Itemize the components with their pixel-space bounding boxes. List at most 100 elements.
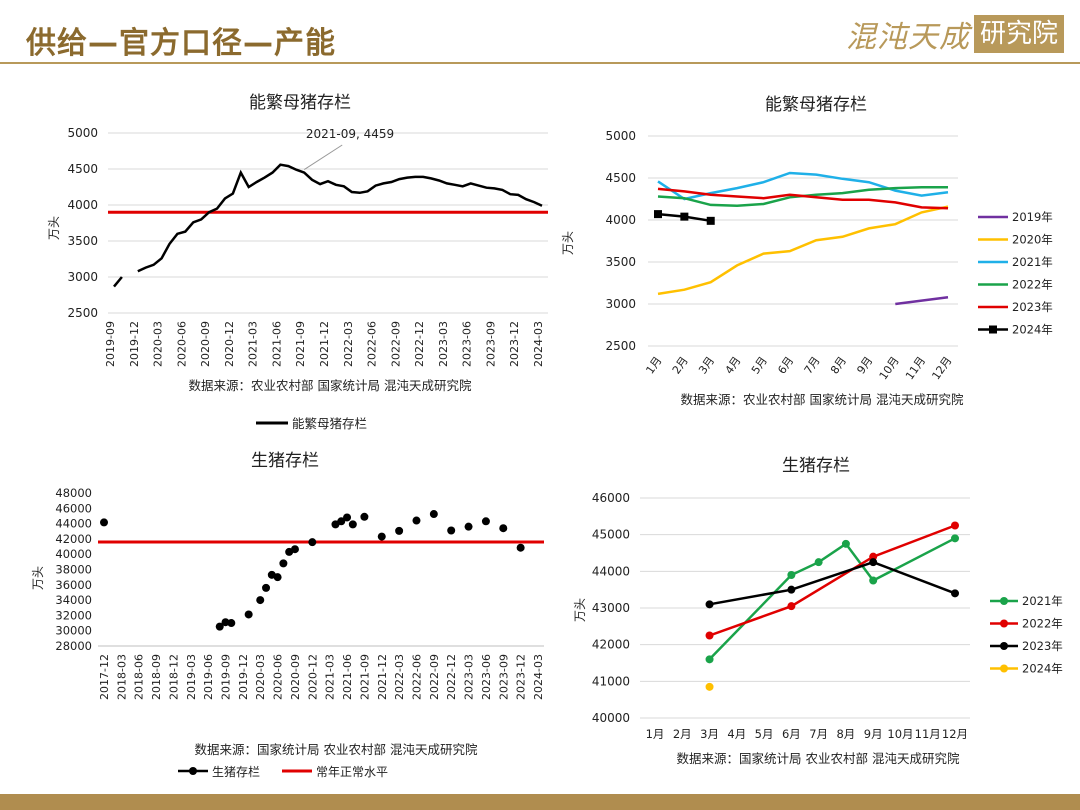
x-tick-label: 2018-09 — [150, 654, 163, 700]
y-tick-label: 46000 — [592, 491, 630, 505]
legend-marker — [1000, 642, 1008, 650]
series-marker — [869, 552, 878, 561]
x-tick-label: 5月 — [755, 727, 774, 741]
x-tick-label: 4月 — [727, 727, 746, 741]
series-marker — [654, 210, 662, 219]
x-tick-label: 2020-03 — [254, 654, 267, 700]
chart-sows-timeseries: 能繁母猪存栏 2500 3000 3500 4000 4500 5000 万头 2019-09 2… — [47, 93, 548, 431]
y-tick-label: 3500 — [67, 234, 98, 248]
series-marker — [814, 558, 823, 567]
scatter-point — [262, 583, 271, 592]
y-axis-label: 万头 — [573, 598, 587, 622]
series-marker — [951, 589, 959, 598]
scatter-point — [337, 517, 346, 526]
x-tick-label: 2020-03 — [152, 321, 165, 367]
y-tick-label: 46000 — [55, 501, 92, 515]
x-tick-label: 11月 — [903, 354, 928, 382]
y-tick-label: 32000 — [55, 608, 92, 622]
x-tick-label: 2023-03 — [437, 321, 450, 367]
y-tick-label: 40000 — [55, 547, 92, 561]
y-tick-label: 4500 — [605, 171, 636, 185]
x-tick-label: 2017-12 — [98, 654, 111, 700]
x-tick-label: 10月 — [877, 354, 902, 382]
chart-title: 能繁母猪存栏 — [765, 95, 867, 115]
x-tick-label: 3月 — [696, 354, 717, 376]
y-tick-label: 2500 — [67, 306, 98, 320]
x-tick-label: 2月 — [670, 354, 691, 376]
x-tick-label: 7月 — [809, 727, 828, 741]
series-marker — [787, 585, 796, 594]
chart-sows-seasonal: 能繁母猪存栏 2500 3000 3500 4000 4500 5000 万头 1月 2月 3月 4月… — [561, 95, 1053, 407]
x-tick-label: 12月 — [942, 727, 968, 741]
y-tick-label: 3000 — [605, 297, 636, 311]
chart-title: 生猪存栏 — [251, 451, 319, 471]
scatter-point — [273, 573, 282, 582]
legend-marker — [1000, 597, 1008, 605]
x-tick-label: 2021-06 — [341, 654, 354, 700]
x-tick-label: 2023-09 — [484, 321, 497, 367]
x-tick-label: 9月 — [864, 727, 883, 741]
legend-label: 2022年 — [1022, 617, 1063, 631]
scatter-point — [377, 532, 386, 541]
source-note: 数据来源：国家统计局 农业农村部 混沌天成研究院 — [677, 751, 960, 766]
y-tick-label: 4500 — [67, 162, 98, 176]
y-tick-label: 5000 — [605, 129, 636, 143]
series-marker — [787, 602, 796, 611]
x-tick-label: 2021-09 — [358, 654, 371, 700]
x-tick-label: 2020-12 — [223, 321, 236, 367]
x-tick-label: 12月 — [929, 354, 954, 382]
x-tick-label: 2023-12 — [515, 654, 528, 700]
scatter-point — [516, 543, 525, 552]
series-line-2023年 — [709, 560, 956, 606]
y-tick-label: 44000 — [592, 564, 630, 578]
series-marker — [869, 576, 878, 585]
legend-label: 2022年 — [1012, 278, 1053, 292]
series-marker — [705, 655, 714, 664]
y-tick-label: 42000 — [55, 532, 92, 546]
x-tick-label: 2020-09 — [199, 321, 212, 367]
x-tick-label: 2024-03 — [532, 654, 545, 700]
x-tick-label: 2022-09 — [428, 654, 441, 700]
x-tick-label: 5月 — [749, 354, 770, 376]
x-tick-label: 2022-12 — [413, 321, 426, 367]
x-tick-label: 2019-12 — [128, 321, 141, 367]
x-tick-label: 2021-09 — [294, 321, 307, 367]
series-marker — [706, 216, 715, 225]
legend-label: 2019年 — [1012, 210, 1053, 224]
y-tick-label: 41000 — [592, 674, 630, 688]
scatter-point — [481, 517, 490, 526]
x-tick-label: 6月 — [782, 727, 801, 741]
scatter-point — [499, 524, 508, 533]
y-tick-label: 5000 — [67, 126, 98, 140]
series-marker — [787, 571, 796, 579]
x-tick-label: 1月 — [643, 354, 664, 376]
scatter-point — [360, 512, 369, 521]
y-tick-label: 40000 — [592, 711, 630, 725]
y-tick-label: 43000 — [592, 601, 630, 615]
y-tick-label: 3500 — [605, 255, 636, 269]
x-tick-label: 2021-03 — [324, 654, 337, 700]
x-tick-label: 2021-06 — [270, 321, 283, 367]
series-line-2019年 — [895, 296, 949, 306]
x-tick-label: 2022-06 — [366, 321, 379, 367]
series-line-2021年 — [708, 537, 956, 661]
x-tick-label: 2020-12 — [306, 654, 319, 700]
y-tick-label: 36000 — [55, 578, 92, 592]
x-tick-label: 2022-09 — [389, 321, 402, 367]
scatter-point — [412, 516, 421, 525]
x-tick-label: 4月 — [723, 354, 744, 376]
legend-label: 2024年 — [1012, 323, 1053, 337]
page-title: 供给—官方口径—产能 — [26, 26, 336, 61]
x-tick-label: 2023-03 — [463, 654, 476, 700]
legend-marker — [989, 325, 997, 334]
scatter-point — [100, 518, 108, 527]
brand-logo: 混沌天成 研究院 — [846, 14, 1065, 55]
source-note: 数据来源：农业农村部 国家统计局 混沌天成研究院 — [189, 378, 472, 393]
scatter-point — [290, 545, 299, 554]
legend-label: 2024年 — [1022, 662, 1063, 676]
y-tick-label: 38000 — [55, 563, 92, 577]
x-tick-label: 2023-06 — [480, 654, 493, 700]
legend-marker — [189, 767, 197, 775]
scatter-point — [464, 522, 473, 531]
series-line-2023年 — [657, 187, 949, 210]
